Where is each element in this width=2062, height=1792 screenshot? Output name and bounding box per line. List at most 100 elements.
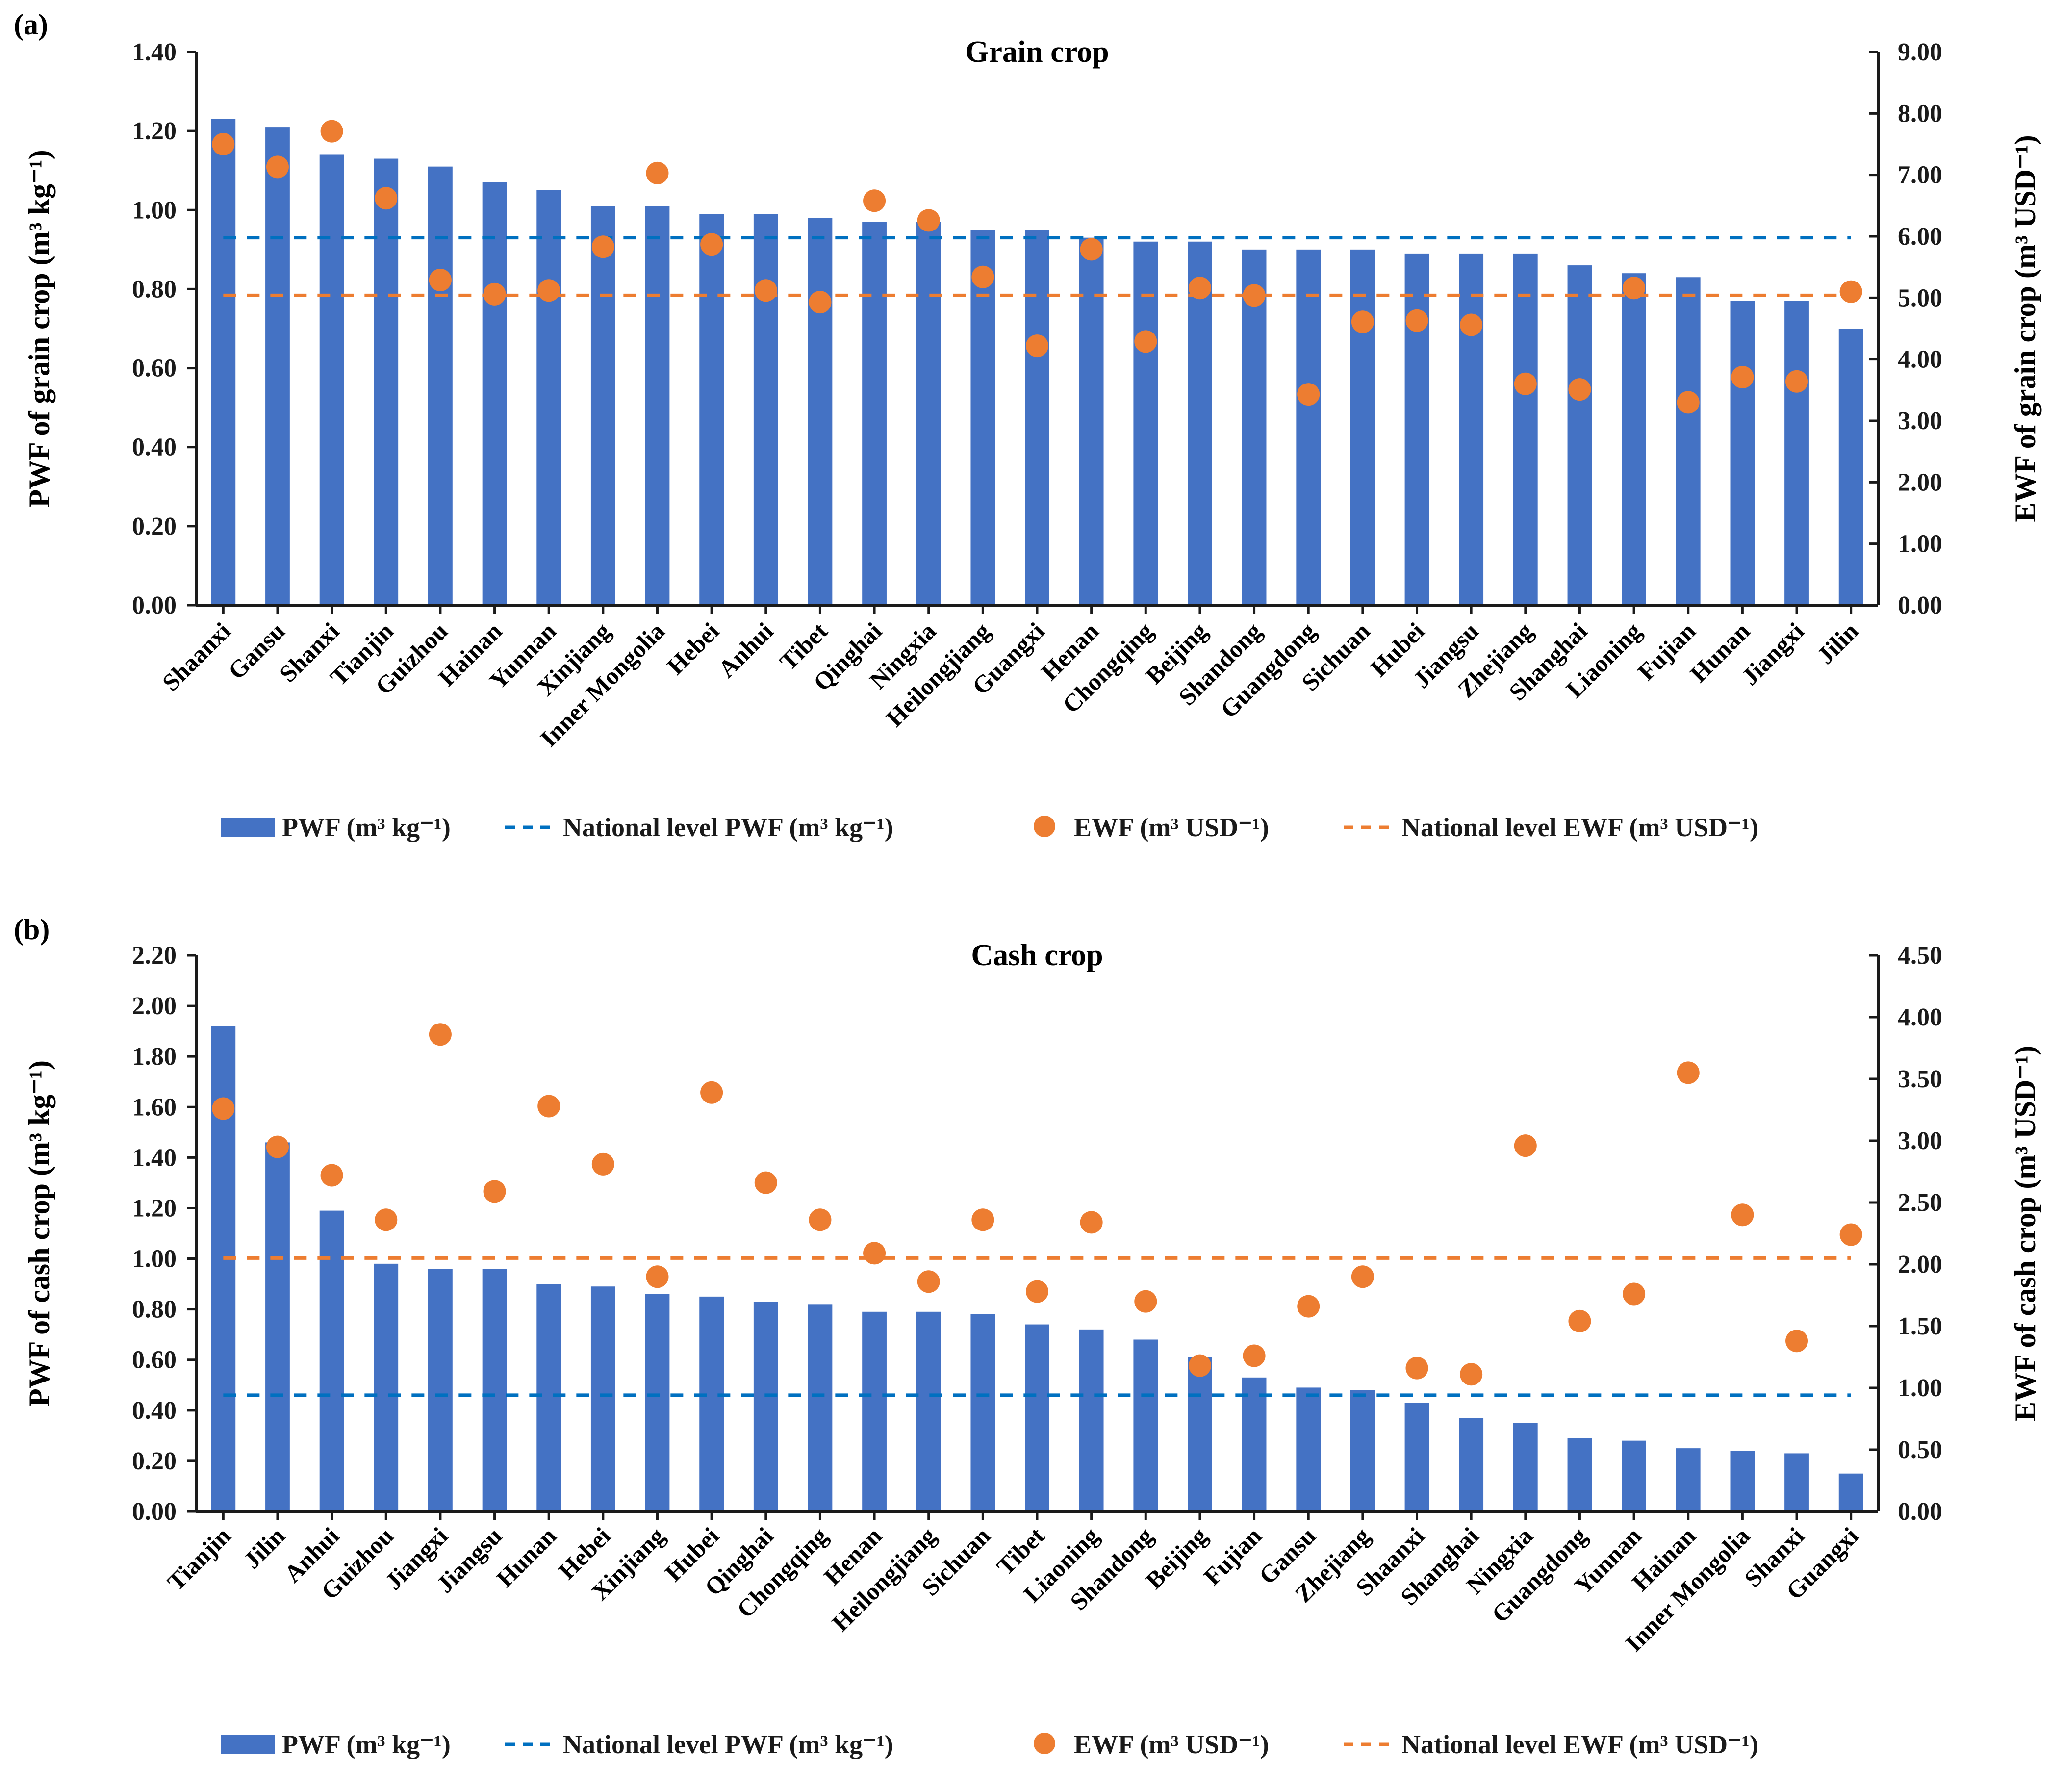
dot-ewf (1514, 1134, 1537, 1157)
legend-swatch-ewf (1034, 1733, 1055, 1754)
bar-pwf (1188, 241, 1212, 605)
y2-tick-label: 2.00 (1898, 468, 1942, 496)
y2-tick-label: 6.00 (1898, 223, 1942, 251)
dot-ewf (1839, 280, 1862, 303)
dot-ewf (1785, 370, 1808, 393)
bar-pwf (1513, 253, 1538, 605)
bar-pwf (1459, 1418, 1484, 1511)
dot-ewf (1405, 309, 1428, 332)
dot-ewf (429, 268, 452, 291)
bar-pwf (1513, 1423, 1538, 1511)
y2-tick-label: 4.00 (1898, 346, 1942, 374)
x-tick-label: Hunan (491, 1522, 561, 1592)
x-tick-label: Tianjin (162, 1522, 236, 1596)
dot-ewf (971, 265, 994, 288)
bar-pwf (1242, 1377, 1267, 1511)
y2-tick-label: 1.00 (1898, 530, 1942, 558)
y2-tick-label: 2.50 (1898, 1189, 1942, 1217)
y-tick-label: 0.00 (132, 1498, 177, 1526)
x-tick-label: Jilin (1811, 617, 1864, 669)
dot-ewf (863, 1242, 886, 1265)
dot-ewf (700, 233, 723, 256)
legend-label-national-pwf: National level PWF (m³ kg⁻¹) (563, 1730, 893, 1759)
chart-title: Cash crop (971, 939, 1103, 972)
dot-ewf (1623, 277, 1646, 300)
legend-swatch-pwf (221, 1735, 275, 1754)
y-axis-title: PWF of grain crop (m³ kg⁻¹) (23, 150, 55, 507)
bar-pwf (1730, 301, 1755, 605)
dot-ewf (1514, 372, 1537, 395)
y2-tick-label: 3.00 (1898, 1127, 1942, 1155)
dot-ewf (1785, 1330, 1808, 1353)
y2-tick-label: 1.50 (1898, 1312, 1942, 1340)
dot-ewf (1677, 1061, 1700, 1084)
x-tick-label: Beijing (1140, 1522, 1213, 1594)
legend-label-ewf: EWF (m³ USD⁻¹) (1074, 1730, 1269, 1759)
x-tick-label: Hebei (662, 617, 724, 680)
bar-pwf (428, 1269, 453, 1511)
dot-ewf (429, 1023, 452, 1046)
bar-pwf (374, 158, 399, 605)
dot-ewf (700, 1081, 723, 1104)
dot-ewf (1839, 1223, 1862, 1246)
bar-pwf (1676, 1448, 1701, 1511)
x-tick-label: Fujian (1632, 617, 1701, 686)
bar-pwf (265, 127, 290, 606)
dot-ewf (483, 282, 506, 306)
bar-pwf (1296, 1387, 1321, 1511)
bar-pwf (1296, 249, 1321, 605)
bar-pwf (1676, 277, 1701, 605)
y-tick-label: 0.60 (132, 1346, 177, 1374)
y2-tick-label: 5.00 (1898, 284, 1942, 312)
x-tick-label: Fujian (1198, 1522, 1267, 1590)
bar-pwf (1079, 1329, 1104, 1511)
dot-ewf (591, 235, 614, 258)
dot-ewf (1731, 1203, 1754, 1227)
bar-pwf (536, 190, 561, 605)
dot-ewf (1677, 391, 1700, 414)
dot-ewf (646, 1265, 669, 1288)
y2-tick-label: 3.00 (1898, 407, 1942, 435)
bar-pwf (862, 222, 887, 605)
bar-pwf (374, 1263, 399, 1511)
dot-ewf (1080, 238, 1103, 261)
dot-ewf (809, 1208, 832, 1231)
y-tick-label: 1.20 (132, 117, 177, 145)
bar-pwf (1730, 1451, 1755, 1511)
y-tick-label: 1.40 (132, 38, 177, 66)
legend-swatch-pwf (221, 818, 275, 837)
panel-label: (a) (14, 8, 48, 41)
y2-tick-label: 0.50 (1898, 1436, 1942, 1464)
y-tick-label: 1.00 (132, 1245, 177, 1273)
bar-pwf (808, 1304, 833, 1511)
y2-tick-label: 9.00 (1898, 38, 1942, 66)
dot-ewf (1243, 1344, 1266, 1367)
y-tick-label: 1.60 (132, 1093, 177, 1121)
bar-pwf (1025, 230, 1049, 606)
dot-ewf (917, 1270, 940, 1293)
dot-ewf (1188, 1354, 1211, 1377)
y2-tick-label: 8.00 (1898, 100, 1942, 128)
bar-pwf (1838, 1473, 1863, 1511)
legend-label-national-ewf: National level EWF (m³ USD⁻¹) (1401, 1730, 1758, 1759)
chart-panel-grain: (a) Grain crop 0.00 0.20 0.40 0.60 0.80 1.00 1.2… (14, 8, 2041, 842)
dot-ewf (1405, 1357, 1428, 1380)
y2-tick-label: 2.00 (1898, 1251, 1942, 1279)
bar-pwf (1622, 273, 1646, 605)
dot-ewf (1188, 277, 1211, 300)
bar-pwf (1567, 265, 1592, 605)
legend-label-national-ewf: National level EWF (m³ USD⁻¹) (1401, 813, 1758, 842)
bar-pwf (862, 1311, 887, 1511)
bar-pwf (428, 166, 453, 606)
y2-tick-label: 1.00 (1898, 1374, 1942, 1402)
bar-pwf (699, 214, 724, 605)
bar-pwf (699, 1296, 724, 1511)
y-tick-label: 0.80 (132, 275, 177, 303)
y-tick-label: 0.80 (132, 1296, 177, 1324)
dot-ewf (1134, 1290, 1157, 1313)
dot-ewf (537, 1095, 560, 1118)
bar-pwf (319, 1210, 344, 1511)
bar-pwf (1404, 253, 1429, 605)
bar-pwf (1350, 249, 1375, 605)
